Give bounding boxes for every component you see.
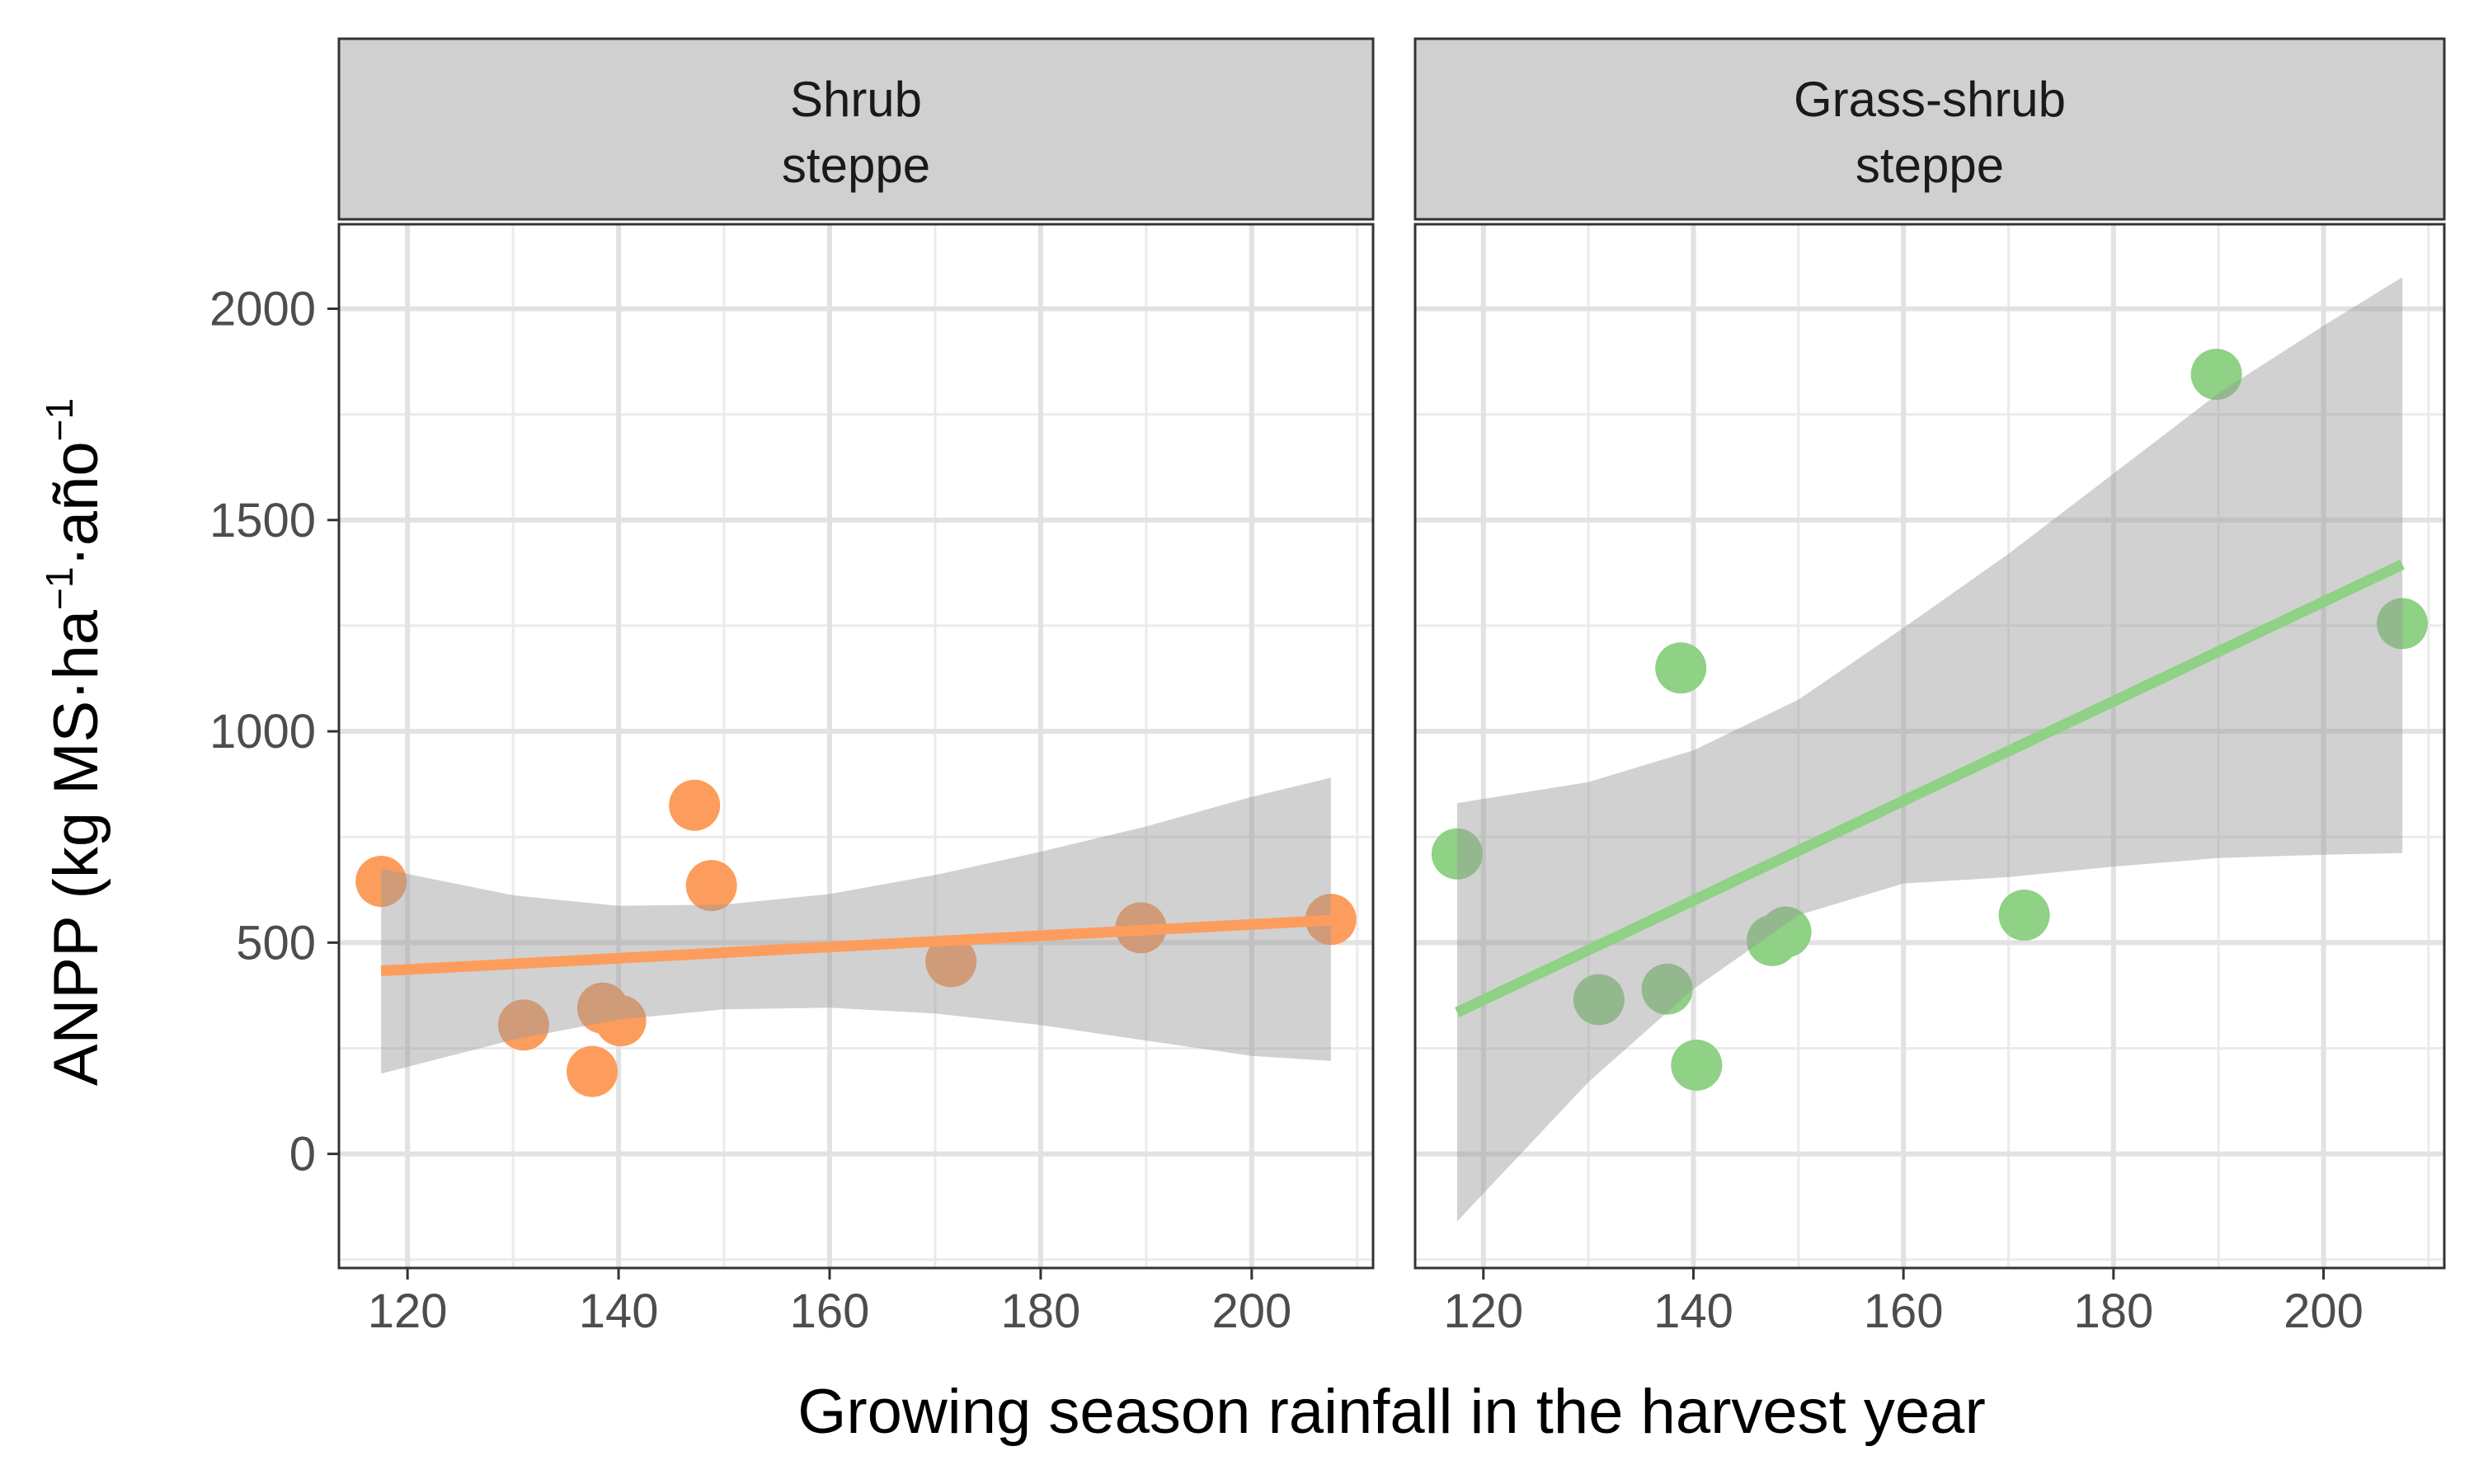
- y-axis-title-part: ·año: [41, 441, 111, 566]
- data-point: [2377, 598, 2429, 650]
- strip-background: [1413, 37, 2446, 221]
- data-point: [2190, 348, 2242, 400]
- data-point: [1760, 906, 1812, 958]
- strip-label-line: steppe: [1856, 138, 2004, 193]
- y-axis-title-part: ANPP (kg MS·ha: [41, 609, 111, 1086]
- y-tick-label: 1000: [209, 705, 316, 758]
- data-point: [497, 999, 549, 1051]
- panel-2: Grass-shrub steppe 120 140 160 180 200: [1413, 37, 2446, 1338]
- confidence-band: [381, 777, 1331, 1074]
- strip-label-line: Shrub: [790, 72, 922, 127]
- data-point: [1671, 1039, 1723, 1091]
- y-tick-label: 0: [289, 1128, 316, 1181]
- data-point: [1655, 642, 1707, 694]
- y-tick-label: 1500: [209, 494, 316, 547]
- y-tick-label: 500: [236, 916, 316, 970]
- confidence-band: [1456, 277, 2403, 1222]
- y-axis-title-superscript: −1: [38, 398, 81, 441]
- strip-background: [337, 37, 1375, 221]
- x-tick-label: 180: [1001, 1284, 1081, 1338]
- data-point: [925, 936, 977, 988]
- data-point: [355, 856, 407, 908]
- data-point: [595, 995, 647, 1047]
- x-tick-label: 140: [1653, 1284, 1733, 1338]
- y-tick-label: 2000: [209, 283, 316, 336]
- data-point: [1431, 828, 1483, 880]
- data-point: [1573, 974, 1625, 1026]
- strip-label-line: steppe: [782, 138, 930, 193]
- strip-label-line: Grass-shrub: [1794, 72, 2066, 127]
- x-tick-label: 160: [790, 1284, 870, 1338]
- data-point: [685, 860, 737, 912]
- x-tick-label: 200: [2284, 1284, 2363, 1338]
- plot-area: [1415, 224, 2444, 1268]
- regression-line: [1455, 559, 2405, 1017]
- panel-border: [337, 223, 1375, 1270]
- x-tick-label: 120: [1443, 1284, 1523, 1338]
- x-axis-title: Growing season rainfall in the harvest y…: [797, 1377, 1986, 1447]
- data-point: [669, 779, 721, 831]
- data-point: [1641, 963, 1693, 1015]
- x-tick-label: 180: [2073, 1284, 2153, 1338]
- y-axis-title: ANPP (kg MS·ha−1·año−1: [38, 398, 111, 1086]
- x-tick-label: 200: [1211, 1284, 1291, 1338]
- x-tick-label: 140: [579, 1284, 659, 1338]
- x-tick-label: 120: [368, 1284, 448, 1338]
- data-point: [1305, 894, 1357, 946]
- y-axis-title-superscript: −1: [38, 566, 81, 609]
- data-point: [1998, 890, 2050, 942]
- x-tick-label: 160: [1864, 1284, 1944, 1338]
- data-point: [567, 1045, 618, 1097]
- regression-line: [380, 914, 1332, 977]
- panel-border: [1413, 223, 2446, 1270]
- plot-area: [339, 224, 1373, 1268]
